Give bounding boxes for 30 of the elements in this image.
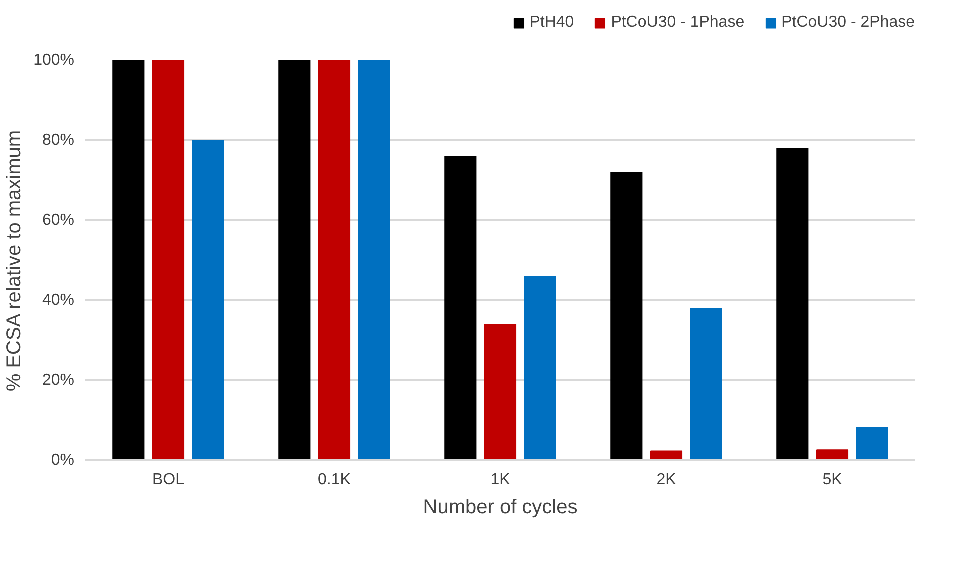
- bar: [524, 276, 556, 460]
- bar: [690, 308, 722, 460]
- y-tick-label: 60%: [42, 212, 75, 229]
- x-tick-label: 5K: [822, 472, 843, 488]
- legend-label: PtCoU30 - 2Phase: [782, 14, 915, 32]
- bar: [610, 172, 643, 460]
- y-tick-label: 80%: [42, 132, 75, 149]
- y-axis-title: % ECSA relative to maximum: [4, 130, 26, 392]
- y-tick-label: 0%: [51, 452, 74, 469]
- bar: [192, 140, 224, 460]
- bar: [776, 148, 809, 460]
- bar: [152, 60, 185, 460]
- x-tick-label: BOL: [152, 472, 185, 488]
- x-tick-label: 2K: [656, 472, 677, 488]
- y-tick-label: 100%: [34, 52, 74, 69]
- bar: [358, 60, 390, 460]
- y-tick-label: 40%: [42, 292, 75, 309]
- y-tick-label: 20%: [42, 372, 75, 389]
- x-axis-title: Number of cycles: [423, 496, 578, 518]
- bar: [112, 60, 145, 460]
- bar: [444, 156, 477, 460]
- x-tick-label: 1K: [490, 472, 511, 488]
- legend-label: PtCoU30 - 1Phase: [611, 14, 745, 32]
- bar: [856, 427, 888, 460]
- legend-label: PtH40: [530, 14, 574, 32]
- bar: [318, 60, 351, 460]
- x-tick-label: 0.1K: [318, 472, 352, 488]
- bar: [816, 450, 849, 460]
- bar: [484, 324, 517, 460]
- bar: [278, 60, 311, 460]
